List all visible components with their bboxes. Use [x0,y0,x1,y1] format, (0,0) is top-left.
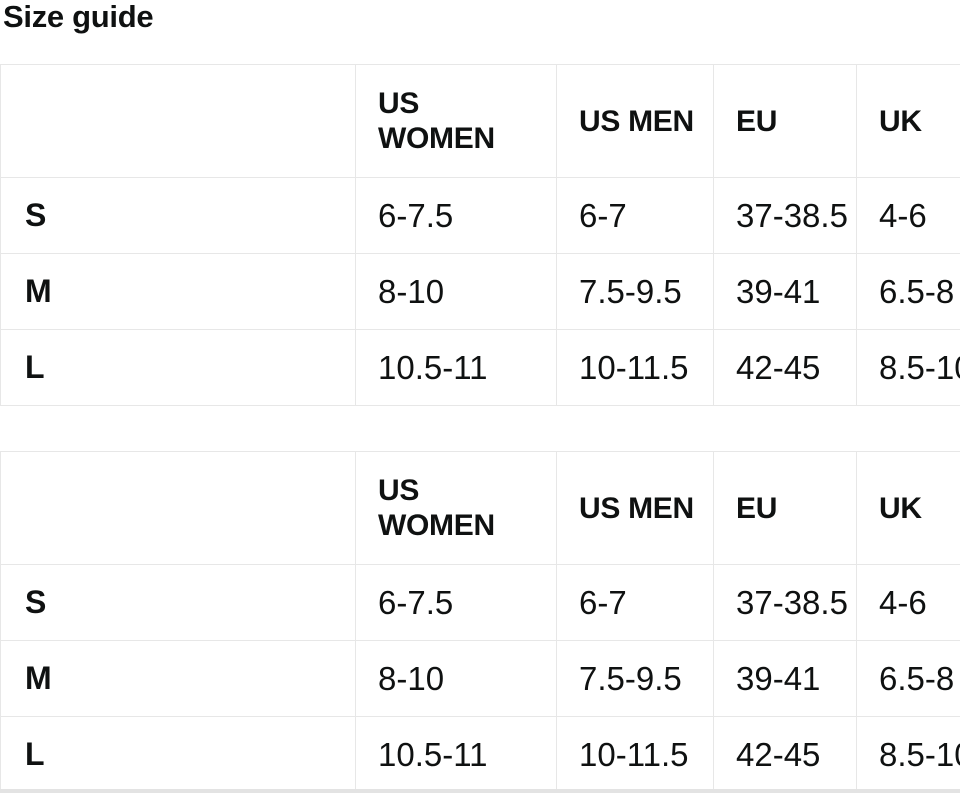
cell-s-uk: 4-6 [856,177,960,254]
row-label-l: L [0,716,356,793]
cell-s-us-men: 6-7 [556,177,714,254]
size-table-2: US WOMEN US MEN EU UK S 6-7.5 6-7 37-38.… [0,451,960,793]
cell-m-us-women: 8-10 [355,640,557,717]
table-1-col-uk: UK [856,64,960,178]
section-divider [0,789,960,793]
table-2-header-row: US WOMEN US MEN EU UK [0,451,960,565]
cell-l-eu: 42-45 [713,716,857,793]
table-2-col-uk: UK [856,451,960,565]
table-1-row-s: S 6-7.5 6-7 37-38.5 4-6 [0,177,960,254]
cell-s-eu: 37-38.5 [713,564,857,641]
table-1-row-m: M 8-10 7.5-9.5 39-41 6.5-8 [0,253,960,330]
table-1-corner-cell [0,64,356,178]
cell-s-us-women: 6-7.5 [355,177,557,254]
table-1-col-eu: EU [713,64,857,178]
cell-l-uk: 8.5-10 [856,329,960,406]
cell-l-us-women: 10.5-11 [355,329,557,406]
table-2-row-m: M 8-10 7.5-9.5 39-41 6.5-8 [0,640,960,717]
cell-m-us-men: 7.5-9.5 [556,253,714,330]
cell-l-us-men: 10-11.5 [556,716,714,793]
cell-s-eu: 37-38.5 [713,177,857,254]
cell-s-us-men: 6-7 [556,564,714,641]
table-2-row-s: S 6-7.5 6-7 37-38.5 4-6 [0,564,960,641]
table-2-col-us-men: US MEN [556,451,714,565]
table-1-col-us-women: US WOMEN [355,64,557,178]
cell-l-us-women: 10.5-11 [355,716,557,793]
table-1-row-l: L 10.5-11 10-11.5 42-45 8.5-10 [0,329,960,406]
row-label-m: M [0,640,356,717]
cell-m-uk: 6.5-8 [856,253,960,330]
table-1-header-row: US WOMEN US MEN EU UK [0,64,960,178]
cell-m-us-women: 8-10 [355,253,557,330]
cell-s-us-women: 6-7.5 [355,564,557,641]
cell-m-us-men: 7.5-9.5 [556,640,714,717]
table-2-row-l: L 10.5-11 10-11.5 42-45 8.5-10 [0,716,960,793]
cell-m-eu: 39-41 [713,253,857,330]
col-label-us-women: US WOMEN [378,474,495,542]
table-gap [0,406,960,451]
cell-m-eu: 39-41 [713,640,857,717]
cell-l-uk: 8.5-10 [856,716,960,793]
cell-l-us-men: 10-11.5 [556,329,714,406]
table-2-corner-cell [0,451,356,565]
cell-s-uk: 4-6 [856,564,960,641]
row-label-m: M [0,253,356,330]
table-2-col-eu: EU [713,451,857,565]
table-1-col-us-men: US MEN [556,64,714,178]
table-2-col-us-women: US WOMEN [355,451,557,565]
size-guide-title: Size guide [3,0,154,34]
row-label-l: L [0,329,356,406]
row-label-s: S [0,564,356,641]
size-table-1: US WOMEN US MEN EU UK S 6-7.5 6-7 37-38.… [0,64,960,406]
row-label-s: S [0,177,356,254]
cell-l-eu: 42-45 [713,329,857,406]
cell-m-uk: 6.5-8 [856,640,960,717]
col-label-us-women: US WOMEN [378,87,495,155]
